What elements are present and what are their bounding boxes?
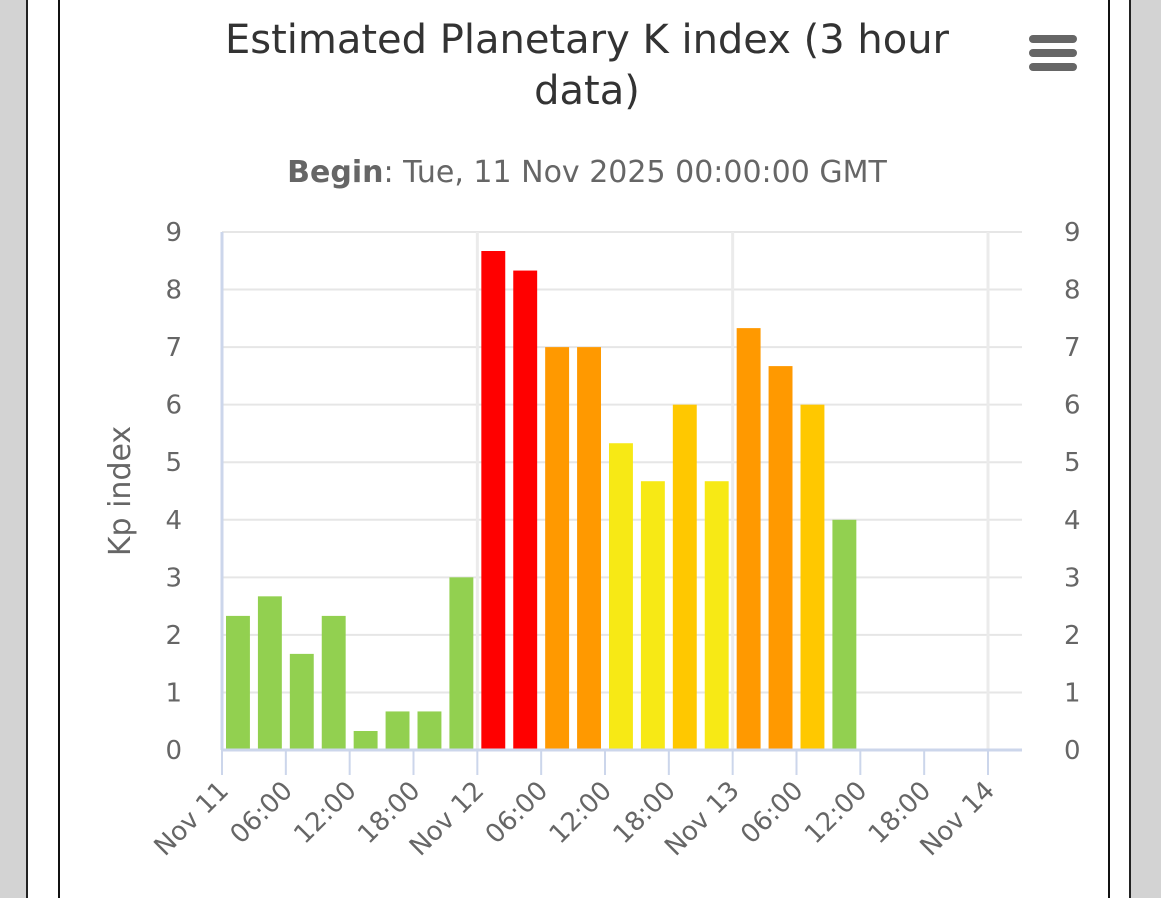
kp-bar [353, 731, 378, 750]
y-tick-label-left: 3 [165, 563, 182, 593]
kp-bar [832, 519, 857, 750]
kp-bar [481, 250, 506, 750]
y-tick-label-right: 6 [1064, 391, 1081, 421]
kp-bar [577, 347, 601, 750]
kp-bar [289, 653, 314, 750]
x-tick-label: 12:00 [288, 776, 362, 850]
y-tick-label-right: 0 [1064, 736, 1081, 766]
x-tick-label: 12:00 [799, 776, 873, 850]
y-tick-label-left: 0 [165, 736, 182, 766]
y-tick-label-left: 5 [165, 448, 182, 478]
y-tick-label-right: 5 [1064, 448, 1081, 478]
y-axis-title: Kp index [103, 426, 138, 556]
y-tick-label-right: 8 [1064, 276, 1081, 306]
y-tick-label-left: 4 [165, 506, 182, 536]
y-tick-label-left: 9 [165, 218, 182, 248]
kp-bar [226, 615, 250, 750]
x-tick-label: 06:00 [225, 776, 299, 850]
y-tick-label-right: 9 [1064, 218, 1081, 248]
kp-bar [736, 328, 761, 750]
subtitle-label: Begin [287, 155, 383, 190]
kp-bar [704, 481, 729, 750]
x-tick-label: 12:00 [544, 776, 618, 850]
y-tick-label-right: 3 [1064, 563, 1081, 593]
subtitle-value: : Tue, 11 Nov 2025 00:00:00 GMT [383, 155, 887, 190]
kp-bar [449, 577, 474, 750]
chart-subtitle: Begin: Tue, 11 Nov 2025 00:00:00 GMT [287, 155, 887, 190]
kp-bar [385, 711, 410, 750]
x-tick-label: 06:00 [735, 776, 809, 850]
kp-bar [800, 404, 825, 750]
y-tick-label-right: 7 [1064, 333, 1081, 363]
kp-bar [640, 481, 665, 750]
kp-bar [768, 366, 793, 750]
axes [220, 232, 1022, 775]
y-tick-label-left: 1 [165, 678, 182, 708]
x-tick-label: Nov 11 [149, 776, 235, 862]
kp-bar [513, 270, 538, 750]
y-tick-label-right: 4 [1064, 506, 1081, 536]
bar-series [226, 250, 857, 750]
kp-bar [257, 596, 282, 750]
y-tick-label-left: 6 [165, 391, 182, 421]
y-axis-right-labels: 0 1 2 3 4 5 6 7 8 9 [1064, 218, 1081, 766]
kp-bar [609, 443, 633, 750]
kp-bar [545, 347, 570, 750]
hamburger-menu-icon[interactable] [1029, 35, 1077, 71]
chart-title-line-1: Estimated Planetary K index (3 hour [225, 17, 950, 63]
y-tick-label-right: 1 [1064, 678, 1081, 708]
y-tick-label-left: 8 [165, 276, 182, 306]
y-tick-label-left: 7 [165, 333, 182, 363]
y-axis-left-labels: 0 1 2 3 4 5 6 7 8 9 [165, 218, 182, 766]
kp-bar [417, 711, 442, 750]
kp-bar [672, 404, 697, 750]
x-tick-label: 06:00 [480, 776, 554, 850]
y-tick-label-left: 2 [165, 621, 182, 651]
chart-title-line-2: data) [534, 68, 640, 114]
kp-bar [321, 615, 346, 750]
y-tick-label-right: 2 [1064, 621, 1081, 651]
